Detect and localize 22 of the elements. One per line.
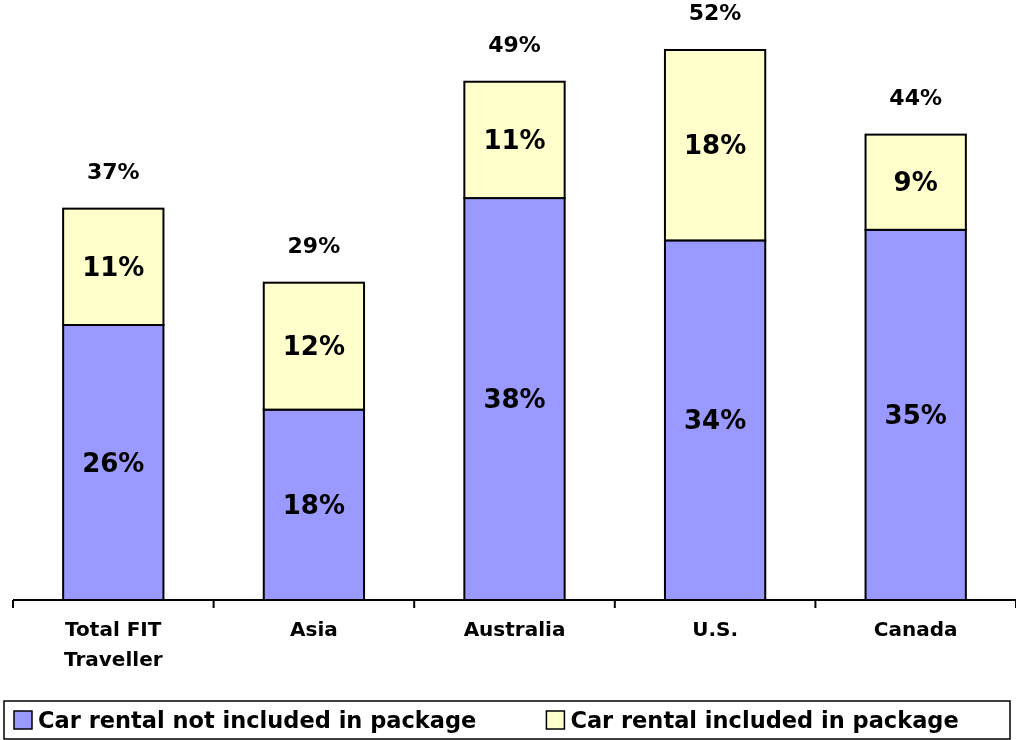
data-label: 12%: [282, 331, 346, 362]
x-tick-label: Canada: [873, 617, 958, 641]
total-label: 52%: [688, 0, 742, 25]
x-tick-label: Total FIT Traveller: [64, 617, 163, 671]
x-tick-label: Australia: [463, 617, 566, 641]
data-label: 26%: [82, 447, 145, 478]
legend-label: Car rental included in package: [570, 706, 959, 733]
x-tick-label: Asia: [290, 617, 338, 641]
data-label: 18%: [683, 130, 747, 161]
data-label: 38%: [483, 384, 546, 415]
legend-label: Car rental not included in package: [38, 706, 477, 733]
data-label: 18%: [282, 489, 346, 520]
total-label: 37%: [86, 158, 140, 184]
total-label: 44%: [889, 84, 943, 110]
data-label: 9%: [893, 167, 938, 198]
data-label: 11%: [483, 125, 546, 155]
data-label: 35%: [884, 400, 947, 430]
data-label: 34%: [683, 405, 747, 436]
data-label: 11%: [82, 251, 145, 282]
total-label: 49%: [488, 31, 541, 57]
x-tick-label: U.S.: [692, 617, 739, 641]
total-label: 29%: [287, 232, 341, 258]
